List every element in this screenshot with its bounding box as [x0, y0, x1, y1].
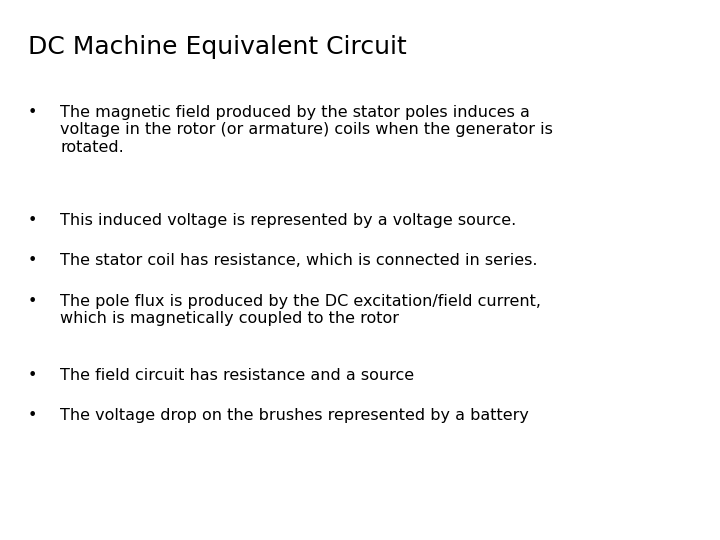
Text: The magnetic field produced by the stator poles induces a
voltage in the rotor (: The magnetic field produced by the stato…: [60, 105, 553, 155]
Text: •: •: [28, 294, 37, 308]
Text: The stator coil has resistance, which is connected in series.: The stator coil has resistance, which is…: [60, 253, 538, 268]
Text: •: •: [28, 105, 37, 120]
Text: •: •: [28, 368, 37, 382]
Text: •: •: [28, 253, 37, 268]
Text: The field circuit has resistance and a source: The field circuit has resistance and a s…: [60, 368, 414, 382]
Text: The pole flux is produced by the DC excitation/field current,
which is magnetica: The pole flux is produced by the DC exci…: [60, 294, 541, 326]
Text: The voltage drop on the brushes represented by a battery: The voltage drop on the brushes represen…: [60, 408, 529, 423]
Text: DC Machine Equivalent Circuit: DC Machine Equivalent Circuit: [28, 35, 407, 59]
Text: •: •: [28, 408, 37, 423]
Text: This induced voltage is represented by a voltage source.: This induced voltage is represented by a…: [60, 213, 516, 227]
Text: •: •: [28, 213, 37, 227]
